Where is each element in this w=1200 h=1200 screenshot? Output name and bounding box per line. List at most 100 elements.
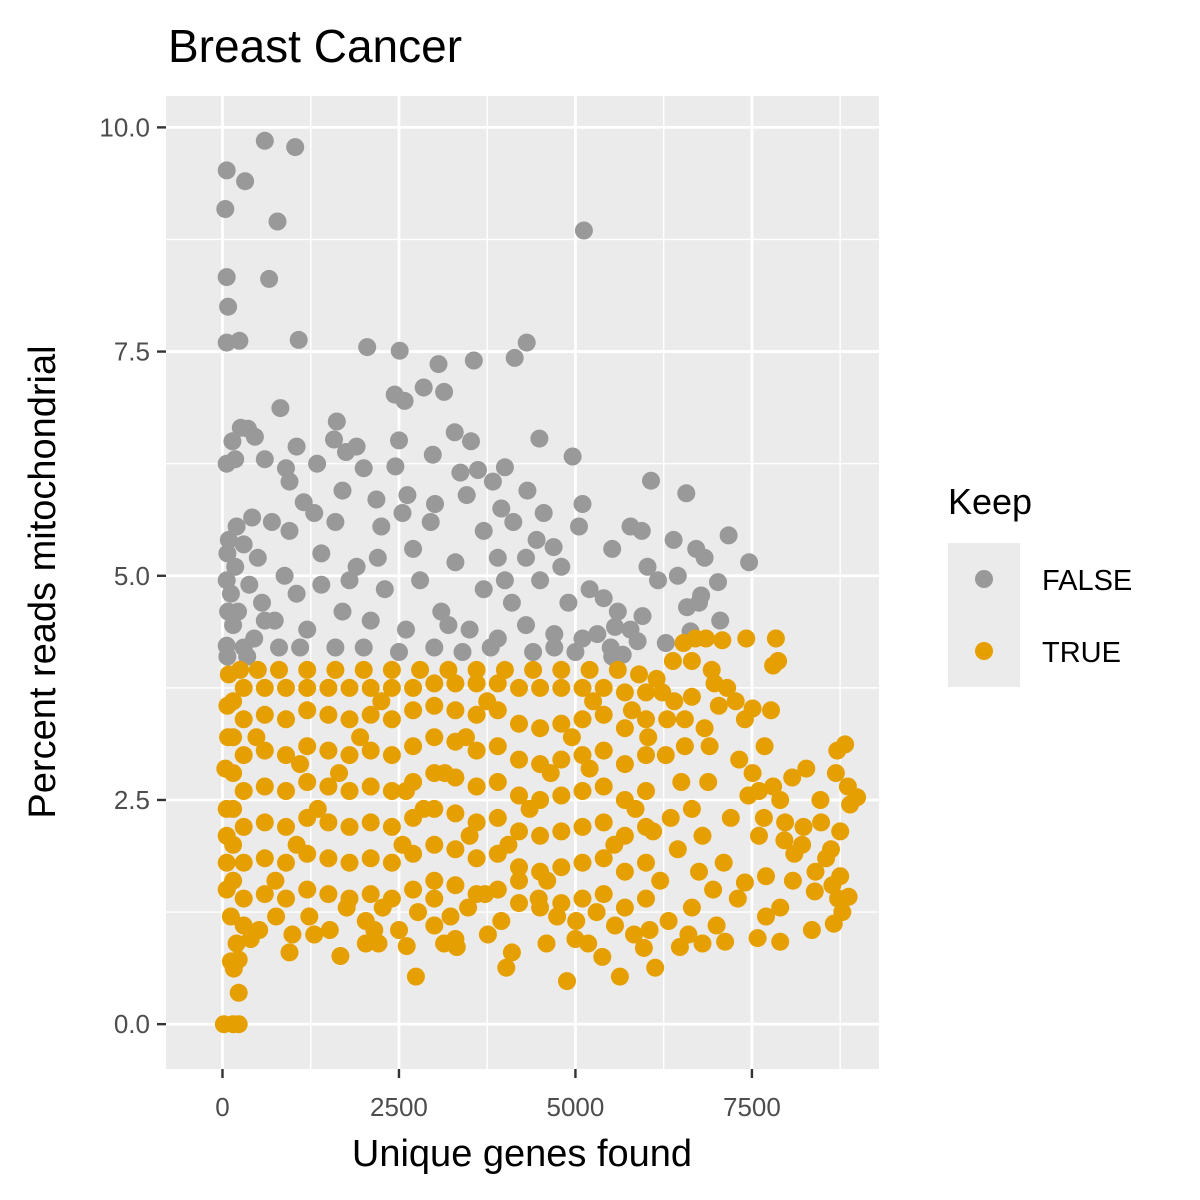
- data-point-false: [234, 535, 253, 554]
- data-point-true: [270, 660, 288, 679]
- data-point-true: [771, 898, 790, 917]
- data-point-true: [488, 674, 507, 693]
- data-point-true: [330, 764, 348, 783]
- data-point-true: [319, 705, 338, 724]
- data-point-false: [217, 268, 236, 287]
- data-point-true: [704, 880, 723, 899]
- data-point-true: [459, 898, 478, 917]
- data-point-false: [633, 607, 652, 626]
- data-point-false: [260, 269, 279, 288]
- data-point-false: [298, 620, 317, 639]
- data-point-true: [234, 710, 253, 729]
- data-point-true: [234, 817, 253, 836]
- data-point-true: [234, 916, 253, 935]
- data-point-true: [682, 687, 701, 706]
- data-point-false: [573, 629, 592, 648]
- data-point-true: [637, 889, 655, 908]
- data-point-true: [361, 741, 380, 760]
- data-point-true: [622, 701, 641, 720]
- data-point-true: [811, 791, 830, 809]
- data-point-true: [794, 817, 813, 836]
- data-point-true: [659, 912, 678, 930]
- data-point-true: [524, 660, 543, 679]
- data-point-true: [340, 710, 359, 729]
- data-point-true: [730, 750, 749, 769]
- data-point-true: [593, 947, 612, 966]
- data-point-false: [393, 504, 412, 522]
- data-point-true: [467, 813, 486, 832]
- data-point-false: [398, 486, 417, 505]
- y-tick-label: 2.5: [114, 785, 150, 815]
- data-point-false: [372, 517, 391, 536]
- data-point-true: [280, 943, 299, 962]
- data-point-true: [764, 777, 783, 796]
- data-point-true: [739, 786, 758, 805]
- data-point-true: [467, 777, 486, 796]
- data-point-false: [354, 638, 373, 657]
- data-point-true: [283, 925, 302, 944]
- data-point-true: [340, 889, 359, 908]
- data-point-false: [545, 638, 564, 657]
- data-point-true: [705, 674, 724, 693]
- data-point-true: [797, 759, 816, 778]
- data-point-true: [255, 678, 274, 697]
- data-point-true: [831, 867, 850, 886]
- data-point-true: [390, 921, 408, 939]
- data-point-true: [573, 853, 592, 872]
- data-point-true: [537, 934, 556, 953]
- data-point-false: [255, 611, 274, 630]
- data-point-true: [446, 804, 465, 823]
- data-point-true: [382, 817, 401, 836]
- data-point-true: [255, 705, 274, 724]
- data-point-true: [728, 889, 747, 908]
- data-point-false: [238, 647, 257, 666]
- data-point-true: [714, 853, 733, 872]
- data-point-true: [467, 885, 486, 904]
- data-point-true: [573, 782, 592, 800]
- data-point-true: [361, 777, 380, 796]
- legend-label-false: FALSE: [1042, 565, 1132, 597]
- data-point-true: [608, 660, 627, 679]
- data-point-true: [446, 701, 465, 720]
- data-point-false: [534, 504, 553, 522]
- data-point-true: [757, 907, 775, 926]
- data-point-true: [277, 853, 295, 872]
- data-point-true: [510, 858, 528, 877]
- data-point-true: [397, 937, 416, 956]
- data-point-true: [291, 755, 310, 774]
- data-point-false: [223, 432, 242, 451]
- data-point-true: [229, 1015, 248, 1034]
- data-point-true: [255, 777, 274, 796]
- data-point-true: [298, 880, 317, 899]
- data-point-true: [668, 840, 687, 859]
- data-point-false: [375, 580, 394, 599]
- data-point-false: [649, 571, 667, 590]
- data-point-true: [298, 701, 317, 720]
- data-point-false: [287, 584, 306, 603]
- y-tick-label: 0.0: [114, 1009, 150, 1039]
- data-point-true: [531, 719, 550, 738]
- data-point-true: [277, 817, 295, 836]
- data-point-true: [637, 853, 655, 872]
- data-point-false: [354, 459, 373, 478]
- data-point-true: [457, 728, 475, 747]
- data-point-false: [518, 481, 537, 500]
- data-point-false: [462, 432, 480, 451]
- data-point-false: [262, 513, 281, 531]
- data-point-true: [661, 808, 680, 827]
- data-point-true: [656, 746, 675, 765]
- data-point-false: [280, 472, 299, 491]
- data-point-true: [467, 660, 486, 679]
- data-point-false: [289, 330, 308, 349]
- data-point-false: [245, 629, 264, 648]
- data-point-true: [467, 705, 486, 724]
- data-point-false: [390, 643, 408, 661]
- data-point-true: [319, 849, 338, 868]
- data-point-true: [716, 932, 735, 951]
- data-point-true: [224, 835, 243, 854]
- data-point-true: [382, 660, 401, 679]
- data-point-true: [277, 889, 295, 908]
- data-point-false: [386, 457, 405, 476]
- data-point-false: [411, 571, 430, 590]
